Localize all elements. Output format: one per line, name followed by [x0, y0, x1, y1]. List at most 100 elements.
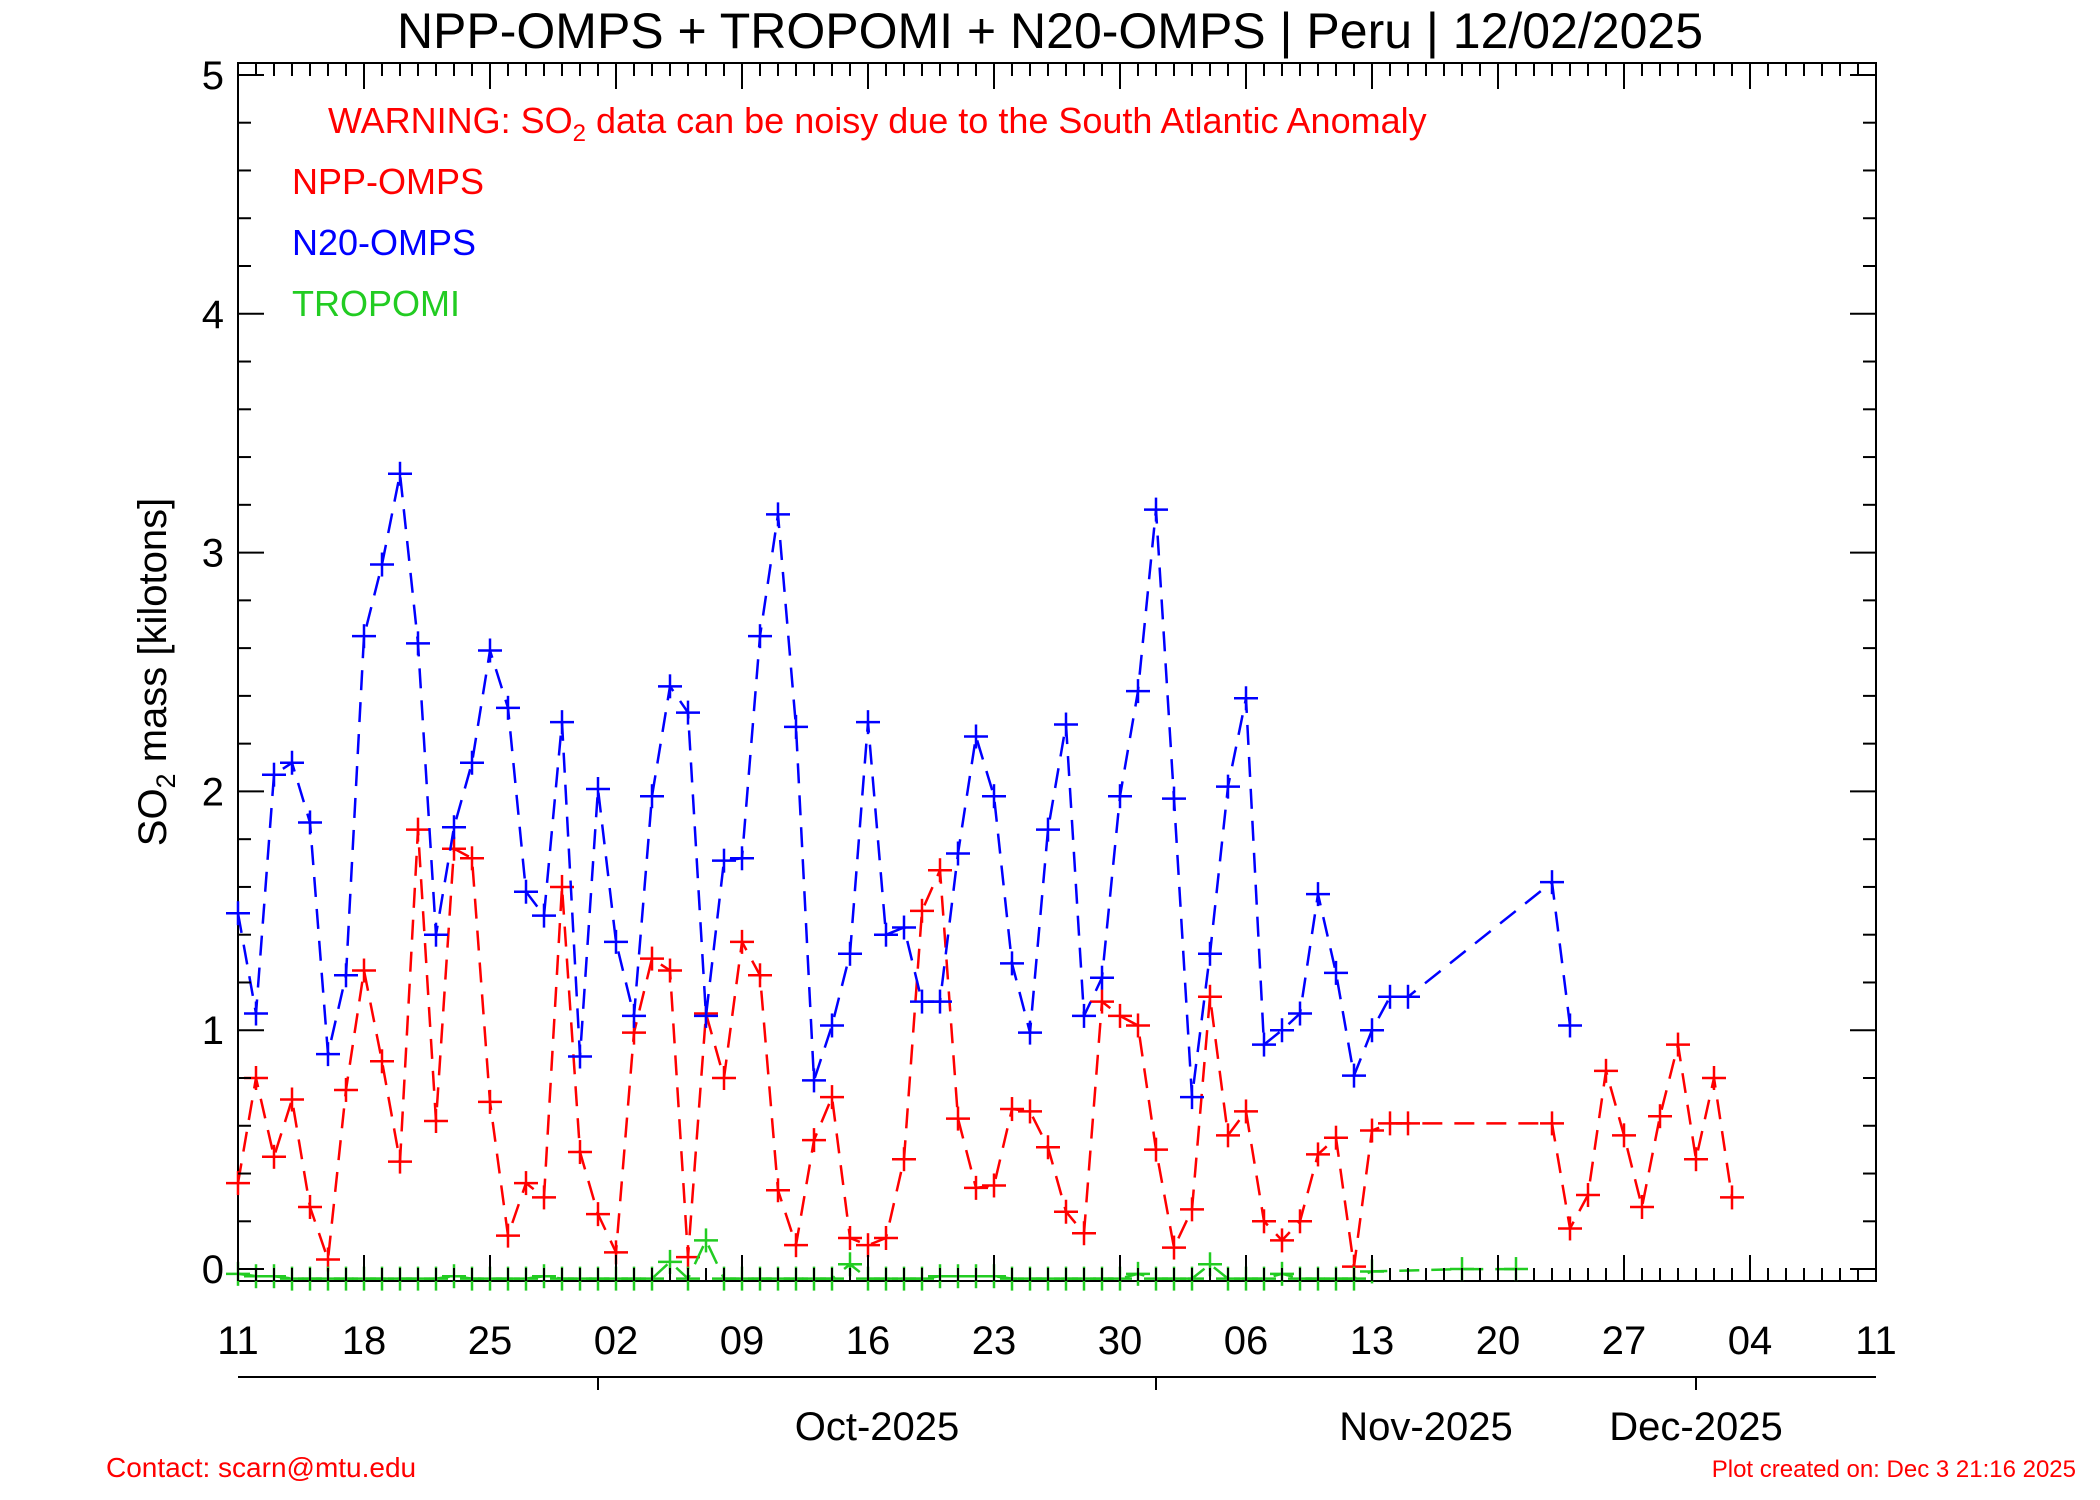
x-tick-label: 25 [468, 1319, 513, 1363]
y-tick-label: 4 [202, 293, 224, 337]
data-point [784, 714, 808, 739]
x-tick-label: 09 [720, 1319, 765, 1363]
y-tick-label: 2 [202, 770, 224, 814]
data-point [1234, 1099, 1258, 1124]
data-point [820, 1085, 844, 1110]
data-point [1702, 1066, 1726, 1090]
data-point [568, 1044, 592, 1069]
data-point [1540, 1111, 1564, 1136]
data-point [1036, 1135, 1060, 1160]
data-point [1216, 1123, 1240, 1148]
data-point [640, 784, 664, 809]
data-point [1108, 1003, 1132, 1028]
data-point [838, 941, 862, 966]
data-point [316, 1042, 340, 1067]
legend-label-npp-omps: NPP-OMPS [292, 161, 484, 202]
data-point [280, 1087, 304, 1112]
data-point [406, 631, 430, 656]
data-point [1612, 1123, 1636, 1148]
data-point [478, 638, 502, 663]
data-point [478, 1089, 502, 1114]
x-tick-label: 18 [342, 1319, 387, 1363]
data-point [424, 922, 448, 947]
data-point [532, 1185, 556, 1210]
data-point [694, 1003, 718, 1028]
y-axis-label: SO2 mass [kilotons] [131, 498, 181, 846]
data-point [892, 915, 916, 940]
data-point [1036, 817, 1060, 842]
data-point [1360, 1018, 1384, 1043]
data-point [1090, 965, 1114, 990]
data-point [262, 762, 286, 787]
data-point [856, 710, 880, 735]
data-point [1126, 679, 1150, 704]
data-point [982, 1173, 1006, 1198]
data-point [874, 1226, 898, 1251]
data-point [334, 1077, 358, 1102]
x-tick-label: 11 [217, 1319, 259, 1363]
data-point [676, 1245, 700, 1270]
data-point [1162, 1235, 1186, 1260]
data-point [1360, 1118, 1384, 1143]
month-label: Dec-2025 [1609, 1405, 1782, 1449]
data-point [622, 1003, 646, 1028]
data-point [1288, 1209, 1312, 1234]
data-point [1000, 1097, 1024, 1122]
data-point [766, 1178, 790, 1203]
data-point [532, 903, 556, 928]
data-point [604, 929, 628, 954]
data-point [1144, 497, 1168, 522]
data-point [244, 1001, 268, 1026]
data-point [1270, 1018, 1294, 1043]
data-point [460, 750, 484, 775]
data-point [1198, 984, 1222, 1009]
data-point [1216, 774, 1240, 799]
data-point [1270, 1228, 1294, 1253]
data-point [514, 1171, 538, 1196]
data-point [910, 898, 934, 923]
data-point [514, 879, 538, 904]
warning-text: WARNING: SO2 data can be noisy due to th… [328, 100, 1427, 147]
data-point [1198, 941, 1222, 966]
footer-contact: Contact: scarn@mtu.edu [106, 1452, 416, 1483]
data-point [766, 502, 790, 527]
data-point [1234, 686, 1258, 711]
data-point [370, 552, 394, 577]
data-point [298, 1194, 322, 1219]
data-point [658, 958, 682, 983]
data-point [1000, 951, 1024, 976]
data-point [748, 624, 772, 649]
data-point [1666, 1032, 1690, 1057]
data-point [568, 1140, 592, 1165]
y-tick-label: 1 [202, 1009, 224, 1053]
data-point [1594, 1058, 1618, 1083]
data-point [1630, 1194, 1654, 1219]
data-point [676, 700, 700, 725]
data-point [1180, 1085, 1204, 1110]
data-point [640, 946, 664, 971]
data-point [946, 1106, 970, 1131]
data-point [730, 846, 754, 871]
data-point [1558, 1216, 1582, 1241]
data-point [658, 674, 682, 699]
data-point [1306, 1142, 1330, 1167]
data-point [442, 815, 466, 840]
chart-title: NPP-OMPS + TROPOMI + N20-OMPS | Peru | 1… [397, 3, 1703, 59]
data-point [406, 817, 430, 842]
legend-label-n20-omps: N20-OMPS [292, 222, 476, 263]
y-tick-label: 3 [202, 532, 224, 576]
data-point [1306, 882, 1330, 907]
data-point [226, 1171, 250, 1196]
plot-frame [237, 62, 1877, 1282]
data-point [1540, 870, 1564, 895]
data-point [586, 777, 610, 802]
x-tick-label: 02 [594, 1319, 639, 1363]
data-point [280, 750, 304, 775]
x-tick-label: 11 [1855, 1319, 1897, 1363]
data-point [802, 1068, 826, 1093]
data-point [496, 1223, 520, 1248]
data-point [1396, 984, 1420, 1009]
data-point [586, 1202, 610, 1227]
